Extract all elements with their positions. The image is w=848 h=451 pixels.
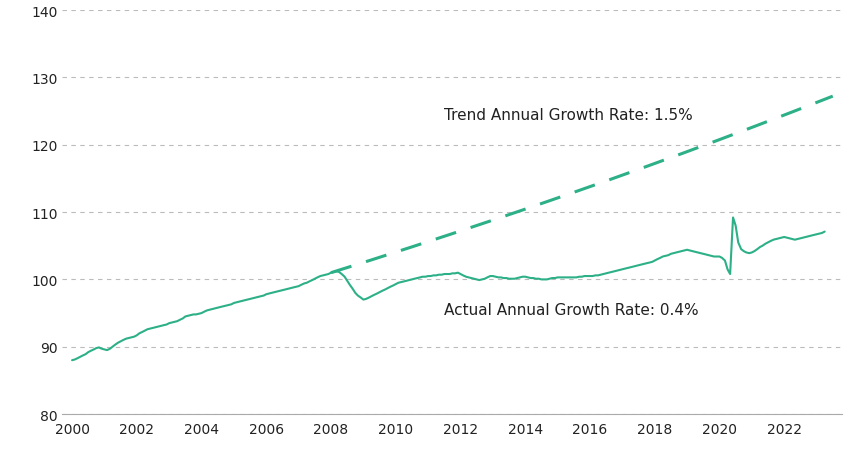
Text: Actual Annual Growth Rate: 0.4%: Actual Annual Growth Rate: 0.4% [444, 303, 699, 318]
Text: Trend Annual Growth Rate: 1.5%: Trend Annual Growth Rate: 1.5% [444, 108, 693, 123]
